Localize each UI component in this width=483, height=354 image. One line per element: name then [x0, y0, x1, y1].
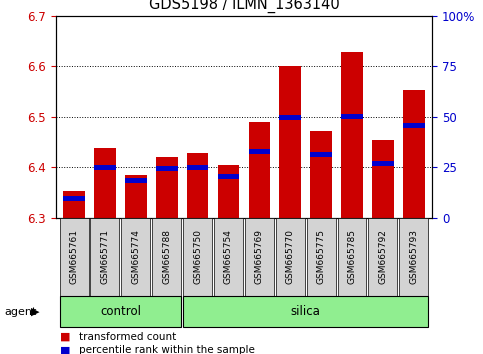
Bar [341, 114, 363, 119]
Bar [403, 90, 425, 218]
Text: GSM665771: GSM665771 [100, 229, 110, 284]
Text: agent: agent [5, 307, 37, 317]
Bar [280, 67, 301, 218]
Text: GSM665785: GSM665785 [347, 229, 356, 284]
Title: GDS5198 / ILMN_1363140: GDS5198 / ILMN_1363140 [149, 0, 339, 13]
Text: silica: silica [291, 306, 321, 318]
Text: GSM665788: GSM665788 [162, 229, 171, 284]
Bar [249, 122, 270, 218]
Text: GSM665770: GSM665770 [286, 229, 295, 284]
Text: control: control [100, 306, 141, 318]
Bar [187, 153, 208, 218]
Text: GSM665761: GSM665761 [70, 229, 79, 284]
Text: ▶: ▶ [31, 307, 40, 317]
Text: ■: ■ [60, 332, 71, 342]
Bar [310, 152, 332, 157]
Bar [125, 175, 147, 218]
Bar [187, 165, 208, 170]
Bar [156, 166, 178, 171]
Bar [310, 131, 332, 218]
Text: percentile rank within the sample: percentile rank within the sample [79, 346, 255, 354]
Bar [341, 52, 363, 218]
Text: GSM665775: GSM665775 [317, 229, 326, 284]
Bar [218, 165, 239, 218]
Bar [218, 174, 239, 179]
Text: GSM665750: GSM665750 [193, 229, 202, 284]
Bar [63, 192, 85, 218]
Bar [94, 165, 116, 170]
Bar [94, 148, 116, 218]
Text: transformed count: transformed count [79, 332, 176, 342]
Bar [63, 196, 85, 201]
Bar [156, 157, 178, 218]
Text: GSM665793: GSM665793 [409, 229, 418, 284]
Text: GSM665754: GSM665754 [224, 229, 233, 284]
Text: ■: ■ [60, 346, 71, 354]
Bar [372, 161, 394, 166]
Text: GSM665792: GSM665792 [378, 229, 387, 284]
Bar [403, 124, 425, 129]
Bar [125, 178, 147, 183]
Text: GSM665769: GSM665769 [255, 229, 264, 284]
Bar [280, 115, 301, 120]
Bar [249, 149, 270, 154]
Text: GSM665774: GSM665774 [131, 229, 141, 284]
Bar [372, 139, 394, 218]
